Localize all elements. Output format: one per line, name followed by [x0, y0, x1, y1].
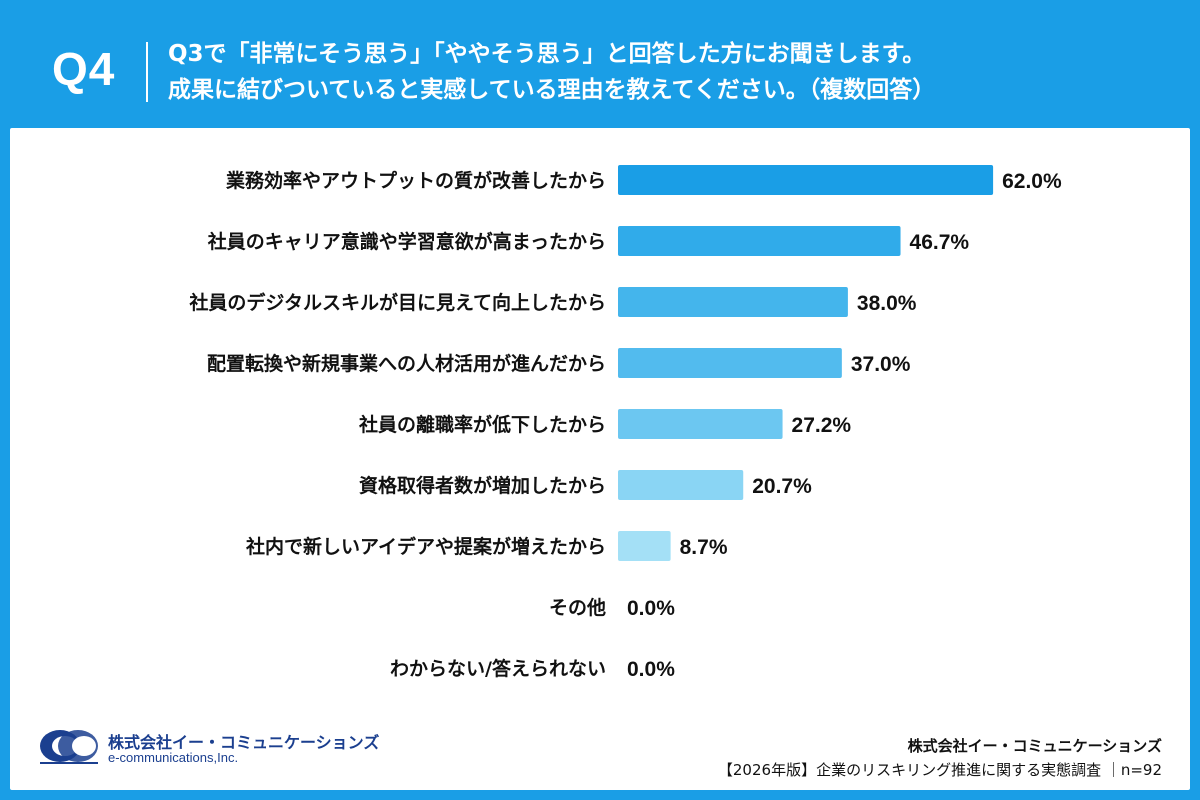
value-label: 38.0%: [857, 292, 917, 315]
logo-company-url: e-communications,Inc.: [108, 750, 239, 765]
category-label: わからない/答えられない: [390, 657, 606, 680]
bar: [618, 470, 744, 500]
bar: [618, 287, 848, 317]
source-note: 株式会社イー・コミュニケーションズ 【2026年版】企業のリスキリング推進に関す…: [718, 734, 1162, 782]
question-line-1: Q3で「非常にそう思う」「ややそう思う」と回答した方にお聞きします。: [168, 41, 926, 67]
value-label: 20.7%: [752, 475, 812, 498]
logo-company-name: 株式会社イー・コミュニケーションズ: [108, 733, 380, 752]
category-label: その他: [549, 596, 606, 619]
value-label: 37.0%: [851, 353, 911, 376]
category-label: 社員の離職率が低下したから: [358, 413, 606, 436]
bar: [618, 409, 783, 439]
source-company: 株式会社イー・コミュニケーションズ: [907, 737, 1162, 755]
category-label: 社員のデジタルスキルが目に見えて向上したから: [188, 291, 606, 314]
value-label: 62.0%: [1002, 170, 1062, 193]
value-label: 46.7%: [910, 231, 970, 254]
bar: [618, 165, 994, 195]
header-divider: [146, 42, 148, 102]
source-survey: 【2026年版】企業のリスキリング推進に関する実態調査 ｜n=92: [717, 761, 1162, 779]
header-banner: Q4 Q3で「非常にそう思う」「ややそう思う」と回答した方にお聞きします。 成果…: [0, 0, 1200, 128]
question-text: Q3で「非常にそう思う」「ややそう思う」と回答した方にお聞きします。 成果に結び…: [168, 36, 935, 108]
bar-chart: 業務効率やアウトプットの質が改善したから 62.0% 社員のキャリア意識や学習意欲が…: [188, 165, 1062, 681]
bar: [618, 348, 842, 378]
question-id: Q4: [52, 43, 116, 95]
category-label: 配置転換や新規事業への人材活用が進んだから: [207, 352, 606, 375]
category-label: 資格取得者数が増加したから: [359, 474, 606, 497]
category-label: 社内で新しいアイデアや提案が増えたから: [245, 535, 606, 558]
company-logo-icon: [40, 730, 98, 764]
value-label: 0.0%: [627, 597, 675, 620]
category-label: 業務効率やアウトプットの質が改善したから: [225, 169, 606, 192]
value-label: 27.2%: [792, 414, 852, 437]
bar: [618, 226, 901, 256]
question-line-2: 成果に結びついていると実感している理由を教えてください。（複数回答）: [168, 77, 936, 103]
chart-panel: 業務効率やアウトプットの質が改善したから 62.0% 社員のキャリア意識や学習意欲が…: [10, 128, 1190, 790]
value-label: 8.7%: [680, 536, 728, 559]
value-label: 0.0%: [627, 658, 675, 681]
bar: [618, 531, 671, 561]
category-label: 社員のキャリア意識や学習意欲が高まったから: [207, 230, 606, 253]
